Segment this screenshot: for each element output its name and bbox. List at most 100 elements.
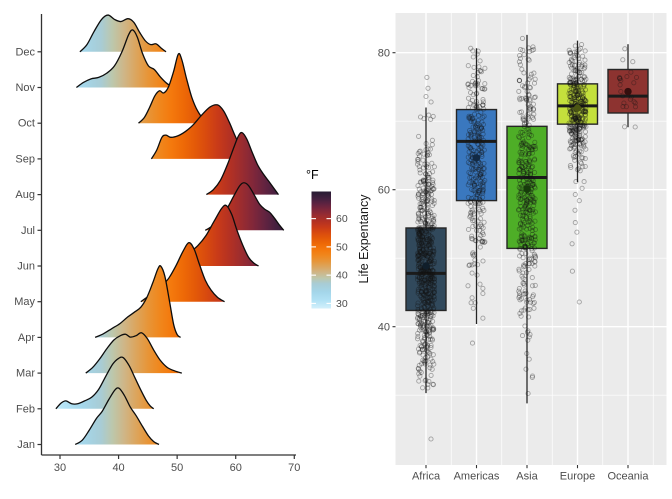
- data-point: [580, 53, 586, 59]
- data-point: [468, 236, 475, 242]
- data-point: [474, 173, 480, 179]
- data-point: [516, 78, 523, 84]
- data-point: [528, 167, 534, 174]
- data-point: [419, 199, 426, 205]
- data-point: [474, 99, 480, 105]
- data-point: [521, 195, 527, 201]
- data-point: [478, 69, 485, 75]
- ridge-line-Oct: [138, 52, 211, 124]
- data-point: [418, 273, 425, 279]
- data-point: [418, 248, 424, 254]
- data-point: [469, 270, 475, 276]
- data-point: [418, 204, 424, 211]
- data-point: [424, 344, 430, 351]
- data-point: [415, 150, 421, 157]
- data-point: [420, 179, 426, 185]
- data-point: [632, 124, 638, 130]
- data-point: [520, 178, 526, 184]
- data-point: [416, 215, 422, 221]
- data-point: [572, 43, 578, 49]
- data-point: [632, 104, 639, 110]
- data-point: [532, 209, 538, 215]
- data-point: [426, 181, 432, 187]
- data-point: [518, 225, 524, 231]
- data-point: [415, 253, 421, 259]
- data-point: [578, 149, 584, 155]
- data-point: [476, 187, 482, 194]
- data-point: [471, 135, 477, 141]
- data-point: [431, 310, 437, 316]
- data-point: [420, 157, 426, 163]
- data-point: [418, 250, 424, 256]
- data-point: [578, 112, 584, 118]
- data-point: [415, 314, 421, 321]
- data-point: [431, 197, 437, 204]
- data-point: [517, 220, 524, 226]
- data-point: [523, 250, 529, 257]
- data-point: [516, 78, 523, 84]
- data-point: [572, 80, 578, 86]
- data-point: [419, 347, 425, 353]
- data-point: [421, 358, 427, 364]
- data-point: [420, 323, 426, 329]
- data-point: [425, 291, 432, 297]
- data-point: [525, 222, 531, 229]
- data-point: [569, 128, 575, 134]
- data-point: [631, 99, 637, 105]
- data-point: [522, 243, 528, 249]
- data-point: [571, 110, 577, 116]
- mean-dot: [573, 104, 582, 112]
- data-point: [480, 114, 486, 120]
- data-point: [572, 68, 579, 74]
- data-point: [425, 343, 431, 349]
- data-point: [478, 126, 484, 132]
- data-point: [524, 299, 530, 305]
- data-point: [467, 160, 473, 167]
- data-point: [527, 208, 533, 214]
- data-point: [430, 327, 436, 333]
- data-point: [516, 207, 522, 213]
- data-point: [576, 68, 582, 74]
- data-point: [572, 141, 578, 147]
- data-point: [424, 301, 430, 307]
- data-point: [426, 278, 432, 284]
- data-point: [475, 262, 481, 268]
- data-point: [517, 297, 523, 303]
- data-point: [468, 134, 474, 140]
- data-point: [521, 282, 527, 288]
- data-point: [425, 192, 431, 198]
- data-point: [422, 342, 428, 348]
- data-point: [415, 191, 421, 197]
- data-point: [429, 202, 436, 209]
- legend-tick-label: 30: [336, 298, 348, 310]
- data-point: [530, 181, 536, 187]
- data-point: [469, 236, 476, 242]
- month-label: Jun: [17, 261, 35, 273]
- data-point: [570, 117, 576, 124]
- data-point: [415, 210, 421, 216]
- data-point: [474, 130, 480, 136]
- ridge-fill-Sep: [151, 104, 251, 159]
- data-point: [571, 116, 577, 122]
- data-point: [569, 65, 575, 71]
- data-point: [516, 167, 522, 173]
- data-point: [429, 240, 435, 246]
- data-point: [427, 257, 433, 263]
- data-point: [422, 299, 428, 305]
- data-point: [518, 151, 524, 157]
- jitter-points: [616, 46, 640, 130]
- data-point: [476, 129, 482, 135]
- data-point: [575, 150, 581, 156]
- data-point: [523, 270, 530, 276]
- outlier-point: [428, 436, 434, 442]
- data-point: [415, 156, 421, 162]
- data-point: [522, 83, 528, 90]
- data-point: [519, 142, 525, 148]
- data-point: [425, 279, 431, 285]
- data-point: [424, 344, 430, 350]
- data-point: [579, 123, 586, 129]
- data-point: [431, 287, 437, 293]
- data-point: [473, 104, 479, 110]
- data-point: [527, 196, 534, 203]
- data-point: [472, 300, 478, 306]
